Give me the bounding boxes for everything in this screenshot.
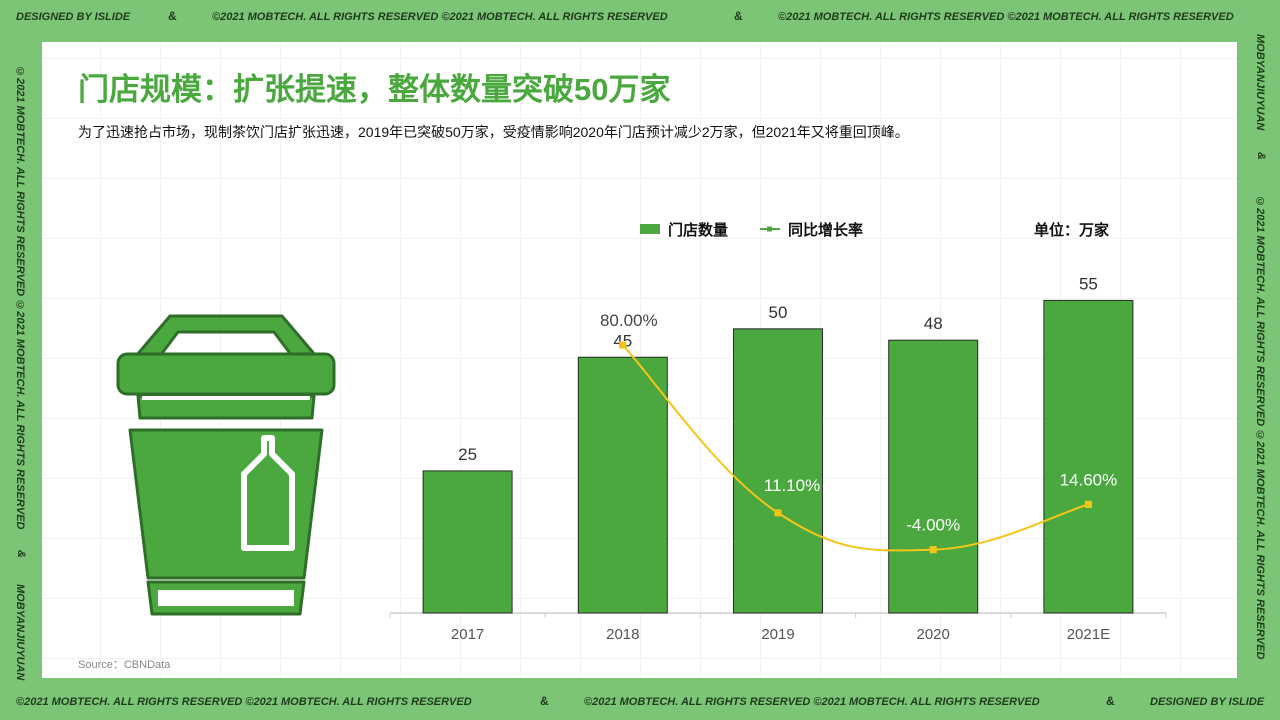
frame-copyright-top-2: ©2021 MOBTECH. ALL RIGHTS RESERVED ©2021… (778, 11, 1234, 23)
growth-marker-2021E (1084, 500, 1092, 508)
frame-copyright-left: ©2021 MOBTECH. ALL RIGHTS RESERVED ©2021… (14, 66, 26, 530)
store-chart: 25 45 50 48 55 2017 2018 2019 2020 2021E 80.00% 11.… (389, 221, 1167, 643)
x-tick-label-2017: 2017 (451, 626, 484, 643)
growth-label-2018: 80.00% (600, 311, 658, 330)
frame-copyright-right: ©2021 MOBTECH. ALL RIGHTS RESERVED ©2021… (1254, 196, 1266, 660)
legend-bar-label: 门店数量 (668, 221, 728, 239)
bar-label-2019: 50 (769, 303, 788, 322)
bar-label-2020: 48 (924, 314, 943, 333)
bar-label-2021E: 55 (1079, 274, 1098, 293)
bar-2020 (888, 339, 979, 614)
frame-designed-by-top: DESIGNED BY ISLIDE (16, 11, 131, 23)
frame-designed-by-bottom: DESIGNED BY ISLIDE (1150, 696, 1265, 708)
frame-ampersand-top-2: & (734, 9, 743, 23)
growth-rate-line (622, 344, 1089, 552)
x-tick-label-2020: 2020 (917, 626, 950, 643)
bar-2019 (733, 328, 823, 614)
legend-line-label: 同比增长率 (788, 221, 863, 239)
growth-marker-2018 (619, 341, 627, 349)
frame-mobyanjiuyuan-right: MOBYANJIUYUAN (1254, 34, 1266, 131)
frame-copyright-bottom-1: ©2021 MOBTECH. ALL RIGHTS RESERVED ©2021… (16, 696, 472, 708)
bar-label-2017: 25 (458, 445, 477, 464)
growth-marker-2020 (929, 546, 937, 554)
frame-ampersand-top-1: & (168, 9, 177, 23)
growth-marker-2019 (774, 509, 782, 517)
frame-ampersand-left: & (15, 550, 27, 558)
frame-ampersand-bottom-2: & (1106, 694, 1115, 708)
frame-copyright-bottom-2: ©2021 MOBTECH. ALL RIGHTS RESERVED ©2021… (584, 696, 1040, 708)
bar-2017 (422, 470, 513, 614)
frame-copyright-top-1: ©2021 MOBTECH. ALL RIGHTS RESERVED ©2021… (212, 11, 668, 23)
frame-ampersand-right: & (1255, 152, 1267, 160)
page-title: 门店规模：扩张提速，整体数量突破50万家 (78, 72, 671, 107)
growth-label-2020: -4.00% (906, 516, 960, 535)
source-note: Source：CBNData (78, 659, 171, 671)
bar-2018 (577, 356, 668, 614)
green-tea-cup-icon (116, 314, 336, 616)
growth-label-2021E: 14.60% (1060, 470, 1118, 489)
unit-label: 单位：万家 (1034, 221, 1109, 239)
x-tick-label-2019: 2019 (761, 626, 794, 643)
x-tick-label-2021E: 2021E (1067, 626, 1110, 643)
page-subtitle: 为了迅速抢占市场，现制茶饮门店扩张迅速，2019年已突破50万家，受疫情影响20… (78, 124, 909, 140)
legend-bar-swatch (640, 224, 660, 234)
bar-2021E (1043, 299, 1134, 614)
legend-line-marker (767, 226, 772, 232)
frame-mobyanjiuyuan-left: MOBYANJIUYUAN (14, 584, 26, 681)
growth-label-2019: 11.10% (764, 476, 820, 495)
content-panel: 门店规模：扩张提速，整体数量突破50万家 为了迅速抢占市场，现制茶饮门店扩张迅速… (42, 42, 1237, 678)
bar-label-2018: 45 (613, 331, 632, 350)
frame-ampersand-bottom-1: & (540, 694, 549, 708)
x-tick-label-2018: 2018 (606, 626, 639, 643)
